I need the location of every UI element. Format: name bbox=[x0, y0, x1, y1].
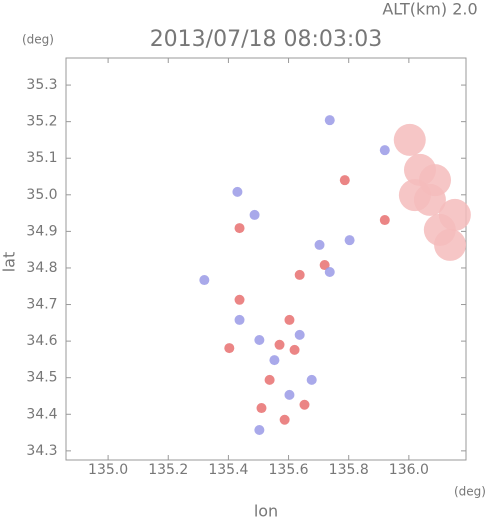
y-axis-label: lat bbox=[0, 252, 19, 273]
y-tick-label: 35.3 bbox=[26, 77, 57, 93]
echo-patch bbox=[319, 260, 330, 271]
y-tick-label: 34.6 bbox=[26, 333, 57, 349]
echo-patch bbox=[224, 343, 235, 354]
x-tick-label: 135.4 bbox=[208, 462, 248, 478]
echo-patch bbox=[324, 115, 335, 126]
chart-title: 2013/07/18 08:03:03 bbox=[150, 27, 383, 52]
echo-patch bbox=[249, 209, 260, 220]
echo-patch bbox=[398, 179, 431, 212]
y-unit: (deg) bbox=[22, 33, 54, 47]
echo-patch bbox=[256, 403, 267, 414]
echo-patch bbox=[339, 175, 350, 186]
y-tick-label: 34.3 bbox=[26, 443, 57, 459]
echo-patch bbox=[269, 355, 280, 366]
y-tick-label: 35.1 bbox=[26, 150, 57, 166]
y-tick-label: 35.2 bbox=[26, 114, 57, 130]
echo-patch bbox=[438, 198, 471, 231]
y-tick-label: 34.5 bbox=[26, 370, 57, 386]
y-tick-label: 34.7 bbox=[26, 297, 57, 313]
echo-patch bbox=[232, 186, 243, 197]
echo-patch bbox=[289, 344, 300, 355]
annotation: ALT(km) 2.0 bbox=[382, 0, 477, 19]
echo-patch bbox=[299, 399, 310, 410]
echo-patch bbox=[306, 374, 317, 385]
plot-frame bbox=[65, 57, 467, 461]
x-axis-label: lon bbox=[254, 502, 278, 521]
echo-patch bbox=[254, 335, 265, 346]
echo-patch bbox=[279, 414, 290, 425]
x-tick-label: 135.0 bbox=[88, 462, 128, 478]
echo-patch bbox=[234, 294, 245, 305]
echo-patch bbox=[234, 223, 245, 234]
echo-patch bbox=[284, 389, 295, 400]
echo-patch bbox=[294, 329, 305, 340]
echo-patch bbox=[344, 235, 355, 246]
x-tick-label: 135.8 bbox=[329, 462, 369, 478]
echo-patch bbox=[314, 239, 325, 250]
y-tick-label: 34.8 bbox=[26, 260, 57, 276]
echo-patch bbox=[393, 123, 426, 156]
y-tick-label: 34.9 bbox=[26, 223, 57, 239]
x-tick-label: 135.2 bbox=[148, 462, 188, 478]
echo-patch bbox=[379, 145, 390, 156]
x-unit: (deg) bbox=[454, 485, 486, 499]
y-tick-label: 34.4 bbox=[26, 406, 57, 422]
x-tick-label: 135.6 bbox=[269, 462, 309, 478]
echo-patch bbox=[434, 228, 467, 261]
echo-patch bbox=[324, 266, 335, 277]
y-tick-label: 35.0 bbox=[26, 187, 57, 203]
echo-patch bbox=[379, 215, 390, 226]
echo-patch bbox=[234, 314, 245, 325]
x-tick-label: 136.0 bbox=[389, 462, 429, 478]
echo-patch bbox=[284, 314, 295, 325]
echo-patch bbox=[274, 339, 285, 350]
echo-patch bbox=[199, 275, 210, 286]
echo-patch bbox=[264, 374, 275, 385]
echo-patch bbox=[254, 425, 265, 436]
echo-patch bbox=[294, 269, 305, 280]
